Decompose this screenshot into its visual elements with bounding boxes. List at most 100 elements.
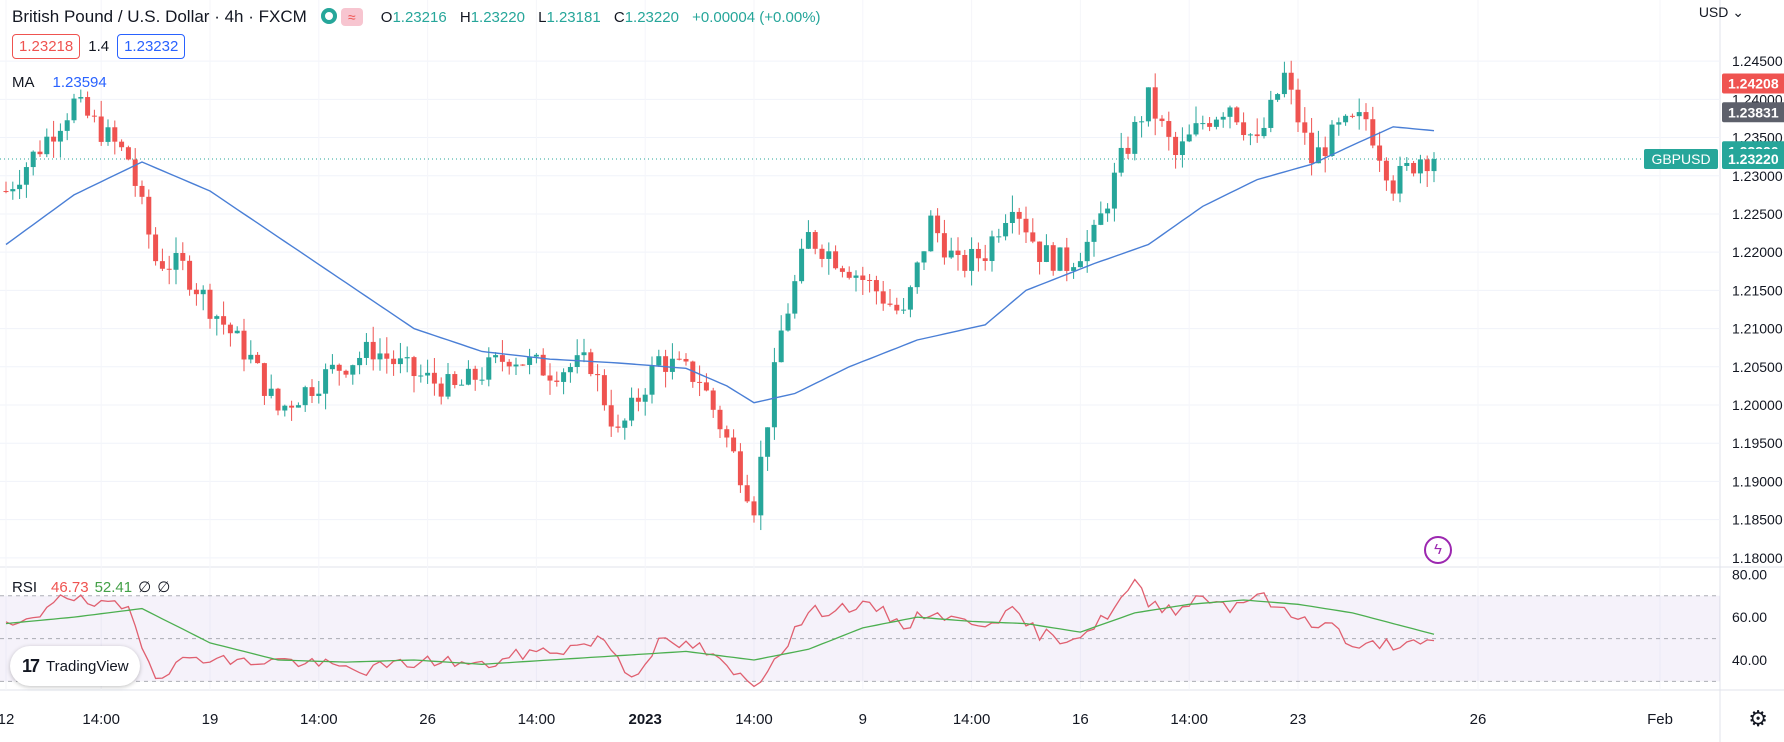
candle	[962, 249, 968, 278]
time-tick-label: 26	[419, 711, 436, 728]
candle	[227, 322, 233, 347]
candle-body	[459, 384, 465, 386]
candle-body	[132, 159, 138, 186]
candle-body	[445, 374, 451, 397]
candle	[1275, 92, 1281, 102]
candle-body	[765, 427, 771, 457]
price-tick-label: 1.24500	[1732, 53, 1783, 69]
candle-body	[289, 405, 295, 408]
candle-body	[697, 381, 703, 383]
candle-body	[622, 420, 628, 428]
wave-icon[interactable]: ≈	[340, 8, 363, 26]
candle-body	[37, 151, 43, 155]
candle	[683, 353, 689, 366]
candle	[357, 351, 363, 375]
candle	[948, 237, 954, 259]
candle	[561, 368, 567, 395]
currency-selector[interactable]: USD ⌄	[1698, 4, 1744, 20]
candle-body	[751, 501, 757, 516]
candle	[282, 404, 288, 417]
lightning-icon[interactable]: ϟ	[1424, 536, 1452, 564]
candle-body	[166, 268, 172, 270]
candle-body	[744, 485, 750, 502]
price-tick-label: 1.20000	[1732, 397, 1783, 413]
candle	[336, 363, 342, 386]
ma-legend[interactable]: MA 1.23594	[12, 74, 107, 91]
candle	[1404, 157, 1410, 171]
open-value: 1.23216	[392, 8, 447, 26]
candle	[520, 364, 526, 366]
candle-body	[540, 354, 546, 376]
candle-body	[635, 397, 641, 402]
settings-gear-icon[interactable]: ⚙	[1748, 706, 1768, 731]
candle-body	[1145, 87, 1151, 122]
rsi-legend[interactable]: RSI 46.73 52.41 ∅ ∅	[12, 578, 170, 596]
candle	[805, 220, 811, 249]
candle-body	[71, 98, 77, 121]
candle-body	[1016, 211, 1022, 219]
candle-body	[758, 456, 764, 516]
candle-body	[962, 254, 968, 271]
market-open-icon[interactable]	[320, 8, 337, 24]
candle	[527, 348, 533, 375]
candle	[1016, 207, 1022, 235]
ma-value: 1.23594	[52, 74, 107, 91]
candle	[268, 374, 274, 399]
candle-body	[1261, 127, 1267, 137]
candle	[1227, 105, 1233, 129]
candle	[717, 405, 723, 438]
candle-body	[676, 358, 682, 360]
symbol-title[interactable]: British Pound / U.S. Dollar · 4h · FXCM	[12, 7, 307, 26]
rsi-ma-line	[5, 599, 1435, 665]
candle-body	[98, 116, 104, 142]
candle	[622, 418, 628, 440]
candle-body	[805, 232, 811, 249]
candle-body	[1404, 162, 1410, 166]
price-tick-label: 1.19000	[1732, 473, 1783, 489]
candle	[418, 364, 424, 383]
candle-body	[513, 364, 519, 367]
buy-price-button[interactable]: 1.23232	[117, 34, 186, 59]
candle-body	[370, 341, 376, 360]
candle	[1071, 262, 1077, 279]
time-tick-label: 14:00	[1170, 711, 1208, 728]
candle	[309, 379, 315, 403]
candle-body	[1349, 115, 1355, 117]
candle	[812, 229, 818, 255]
tradingview-logo-icon: 17	[22, 655, 40, 676]
tradingview-badge[interactable]: 17 TradingView	[10, 646, 140, 686]
candle	[1200, 115, 1206, 130]
candle	[1329, 120, 1335, 157]
candle-body	[227, 324, 233, 334]
candle	[350, 364, 356, 385]
candle-body	[1105, 208, 1111, 214]
candle	[465, 360, 471, 386]
candle	[1431, 152, 1437, 183]
candle-body	[275, 388, 281, 411]
candle-body	[867, 279, 873, 281]
candle	[642, 388, 648, 416]
candle-body	[1302, 122, 1308, 133]
candle-body	[23, 167, 29, 185]
time-tick-label: 14:00	[518, 711, 556, 728]
candle	[105, 119, 111, 146]
candle-body	[391, 358, 397, 365]
candle-body	[1057, 247, 1063, 271]
sell-price-button[interactable]: 1.23218	[12, 34, 81, 59]
candle	[989, 230, 995, 272]
candle-body	[411, 357, 417, 377]
candle-body	[336, 364, 342, 371]
candle-body	[982, 258, 988, 261]
time-tick-label: 12	[0, 711, 14, 728]
close-value: 1.23220	[624, 8, 679, 26]
price-label-value: 1.23220	[1728, 151, 1779, 167]
candle-body	[1281, 72, 1287, 95]
candle-body	[1037, 241, 1043, 262]
candle-body	[812, 232, 818, 249]
candle-body	[731, 437, 737, 452]
time-tick-label: 14:00	[953, 711, 991, 728]
candle	[1043, 234, 1049, 263]
candle	[261, 362, 267, 405]
candle-body	[1077, 261, 1083, 268]
